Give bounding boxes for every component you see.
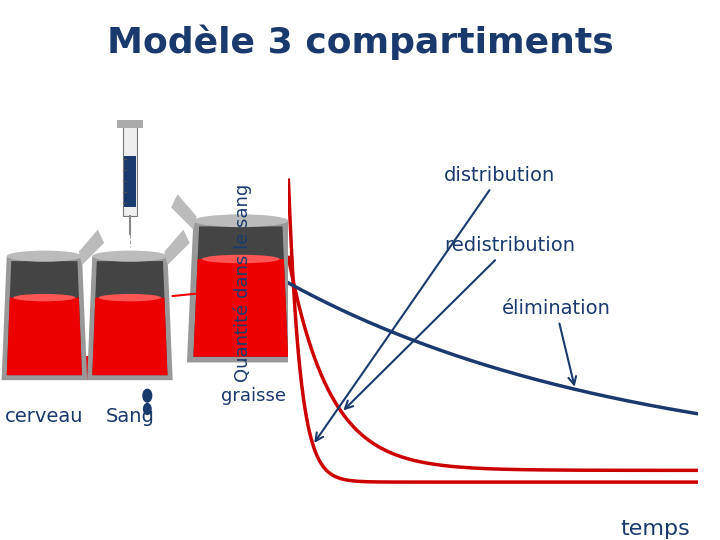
Text: cerveau: cerveau	[5, 407, 84, 426]
Polygon shape	[171, 194, 197, 230]
Polygon shape	[92, 261, 168, 375]
Bar	[55, 356, 122, 380]
Text: Modèle 3 compartiments: Modèle 3 compartiments	[107, 24, 613, 60]
Text: distribution: distribution	[315, 166, 555, 441]
Polygon shape	[6, 298, 82, 375]
Ellipse shape	[202, 255, 279, 264]
Polygon shape	[87, 256, 173, 380]
Ellipse shape	[92, 251, 168, 262]
Polygon shape	[1, 256, 87, 380]
Polygon shape	[164, 230, 189, 265]
Polygon shape	[194, 259, 288, 357]
Ellipse shape	[6, 251, 82, 262]
Polygon shape	[78, 230, 104, 265]
Circle shape	[143, 403, 152, 415]
Bar	[124, 156, 136, 207]
Text: graisse: graisse	[221, 387, 286, 405]
Bar	[117, 120, 143, 128]
Polygon shape	[187, 221, 294, 362]
Text: élimination: élimination	[501, 299, 611, 384]
Ellipse shape	[99, 294, 161, 301]
Text: temps: temps	[621, 519, 690, 539]
Ellipse shape	[13, 294, 76, 301]
Circle shape	[143, 389, 153, 403]
Ellipse shape	[194, 214, 288, 227]
Polygon shape	[6, 261, 82, 375]
Text: redistribution: redistribution	[345, 237, 575, 409]
Text: Sang: Sang	[105, 407, 154, 426]
Text: Quantité dans le sang: Quantité dans le sang	[233, 184, 252, 382]
Polygon shape	[194, 226, 288, 357]
Polygon shape	[92, 298, 168, 375]
Bar	[122, 123, 137, 217]
